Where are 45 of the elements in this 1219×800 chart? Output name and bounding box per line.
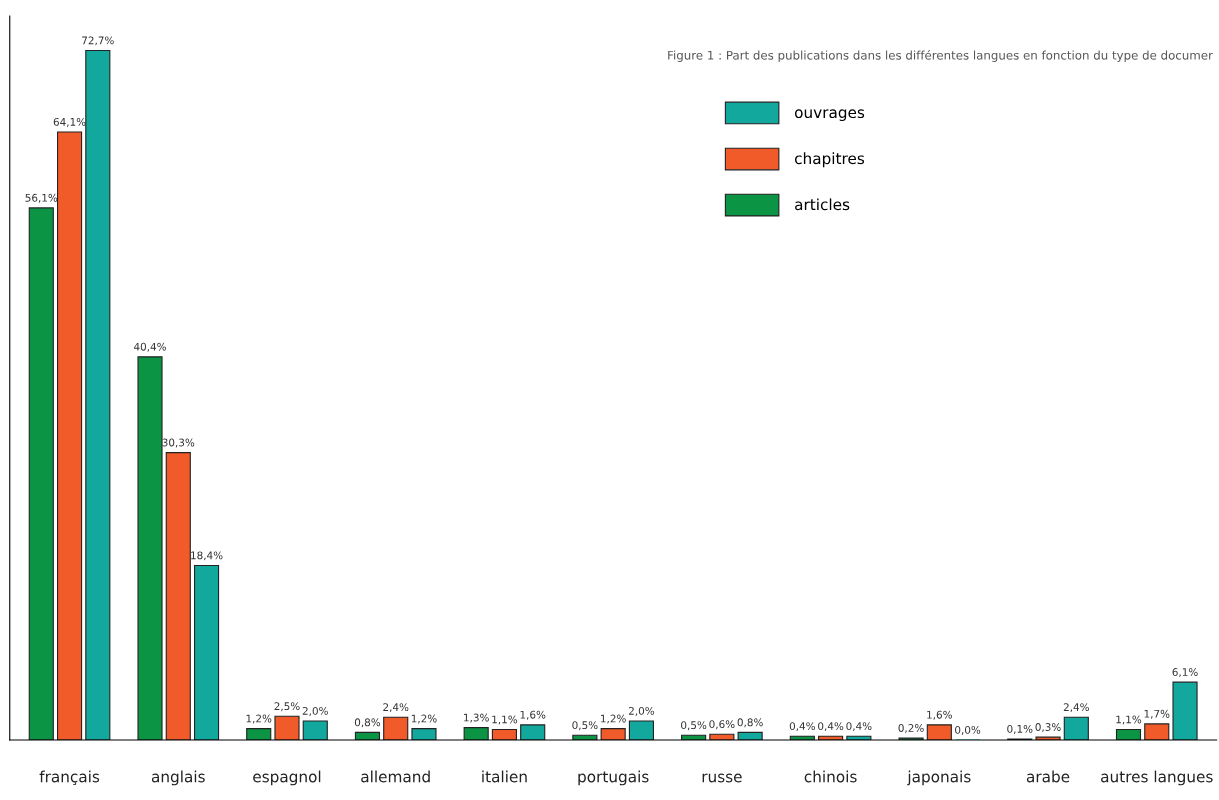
legend-label: ouvrages [794,109,865,122]
x-tick-label: russe [702,773,742,783]
data-label: 0,4% [846,722,872,732]
data-label: 1,1% [492,715,518,725]
x-tick-label: arabe [1026,770,1070,783]
data-label: 1,6% [520,710,546,720]
data-label: 1,2% [246,714,272,724]
data-label: 0,4% [789,722,815,732]
data-label: 0,5% [572,721,598,731]
data-label: 1,2% [411,714,437,724]
data-label: 2,5% [274,702,300,712]
x-tick-label: espagnol [253,770,321,786]
data-label: 1,7% [1144,709,1170,719]
data-label: 6,1% [1172,668,1198,678]
data-label: 0,4% [818,722,844,732]
x-tick-label: anglais [151,770,205,786]
data-label: 1,6% [927,710,952,720]
data-label: 2,4% [383,703,409,713]
data-label: 0,1% [1007,724,1033,734]
data-label: 0,8% [737,718,763,728]
legend-label: chapitres [794,152,865,168]
x-tick-label: portugais [578,770,649,786]
legend-label: articles [795,198,850,211]
data-label: 0,3% [1035,723,1061,733]
data-label: 18,4% [191,551,223,561]
x-tick-label: autres langues [1101,770,1213,786]
data-label: 72,7% [82,36,114,46]
chart-title: Figure 1 : Part des publications dans les différentes langues en fonction du type de documer [668,50,1213,62]
data-label: 0,5% [681,721,707,731]
x-tick-label: chinois [804,770,857,783]
data-label: 1,1% [1116,715,1142,725]
data-label: 0,8% [354,718,381,728]
data-label: 2,0% [302,706,328,716]
data-label: 40,4% [133,342,166,352]
x-tick-label: italien [482,770,527,783]
data-label: 0,0% [955,725,981,735]
x-tick-label: français [39,770,100,786]
data-label: 0,6% [709,720,735,730]
data-label: 2,4% [1063,703,1089,713]
data-label: 2,0% [628,706,655,716]
x-tick-label: japonais [907,770,971,786]
data-label: 1,2% [601,714,626,724]
data-label: 0,2% [898,724,924,733]
x-tick-label: allemand [361,770,430,783]
data-label: 1,3% [464,713,489,723]
